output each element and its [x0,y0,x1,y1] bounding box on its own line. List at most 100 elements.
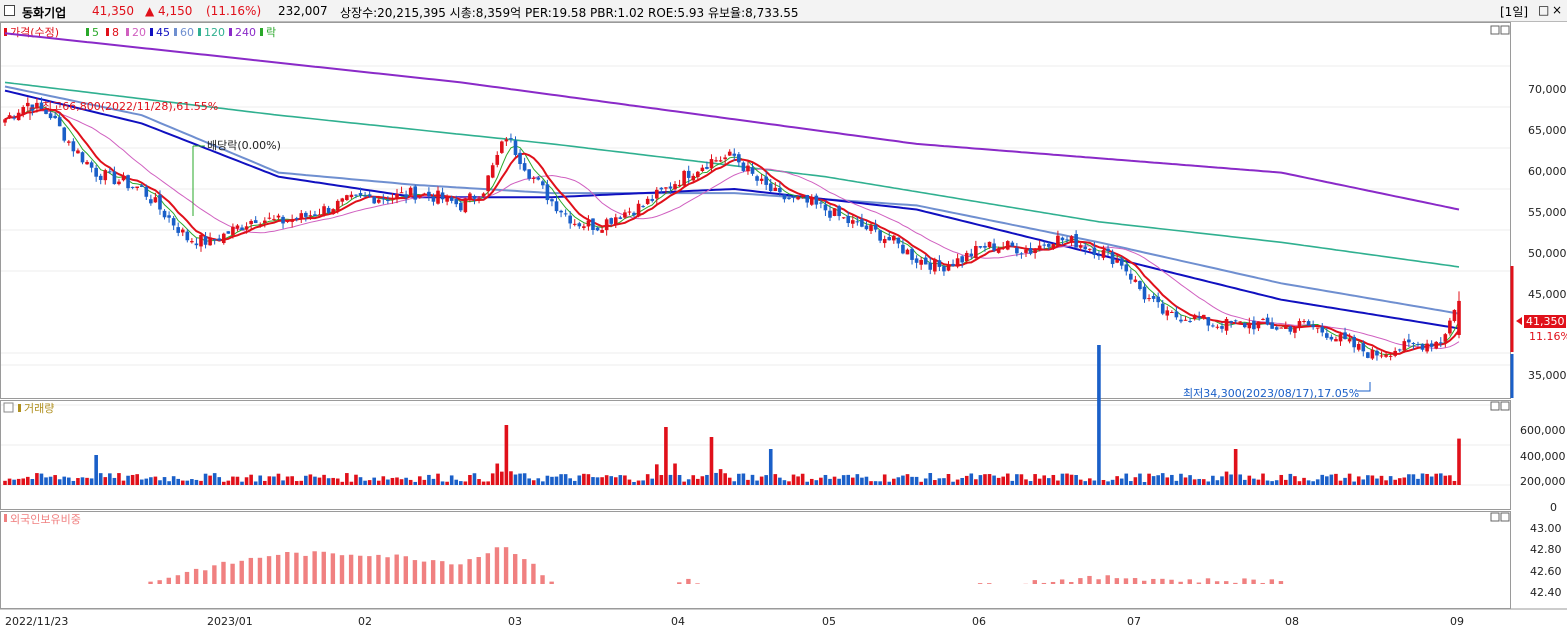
candle-body [417,195,422,198]
volume-bar [399,479,404,485]
candle-body [57,117,62,127]
foreign-bar [1269,579,1275,584]
volume-bar [1101,479,1106,485]
volume-bar [650,478,655,485]
candle-body [1420,343,1425,350]
foreign-bar [476,557,481,584]
volume-bar [600,477,604,485]
volume-bar [727,477,732,485]
candle-body [559,210,563,213]
candle-body [1092,247,1097,256]
period-selector[interactable]: [1일] [1500,5,1529,19]
volume-bar [1179,473,1183,485]
candle-body [1220,326,1224,329]
volume-bar [345,473,349,485]
volume-bar [541,481,545,485]
foreign-bar [485,553,491,584]
volume-bar [276,473,281,485]
candle-body [800,195,805,197]
volume-bar [335,478,340,485]
volume-bar [855,474,860,485]
candle-body [395,193,399,199]
candle-body [490,165,495,178]
select-checkbox[interactable] [4,5,15,16]
volume-bar [1238,474,1243,485]
foreign-bar [467,559,472,584]
volume-bar [3,480,7,485]
volume-bar [1224,471,1229,485]
svg-text:06: 06 [972,615,986,628]
candle-body [1438,342,1443,344]
stock-chart[interactable]: 가격(수정) 5 8 20 45 60 120 240 락 거래량 외국인보유비… [0,22,1567,630]
volume-bar [57,479,62,485]
candle-body [449,197,454,201]
volume-bar [53,475,57,485]
foreign-bar [458,564,463,584]
candle-body [263,220,267,223]
volume-bar [1416,478,1420,485]
legend-ma120: 120 [204,26,225,39]
candle-body [445,195,449,202]
foreign-bar [1242,578,1247,584]
volume-bar [1434,473,1439,485]
volume-bar [1151,476,1156,485]
volume-bar [823,474,828,485]
candle-body [62,127,67,141]
volume-bar [313,476,317,485]
candle-body [951,263,955,267]
candle-body [1101,250,1106,258]
volume-bar [1242,479,1247,485]
svg-text:43.00: 43.00 [1530,522,1562,535]
candle-body [974,245,978,259]
volume-bar [285,476,290,485]
maximize-icon[interactable]: □ [1538,3,1550,17]
volume-bar [1274,480,1279,485]
stock-name[interactable]: 동화기업 [22,6,67,20]
volume-bar [550,476,554,485]
candle-body [636,203,641,217]
volume-bar [869,481,873,485]
foreign-bar [1087,575,1092,584]
volume-bar [750,474,755,485]
close-icon[interactable]: × [1552,3,1563,17]
candle-body [381,198,386,200]
volume-bar [964,475,969,485]
volume-bar [1133,477,1138,485]
candle-body [1133,279,1138,282]
volume-bar [1247,475,1252,485]
foreign-bar [148,581,153,584]
volume-bar [632,481,636,485]
candle-body [481,193,486,197]
candle-body [176,227,181,233]
candle-body [1211,325,1215,327]
volume-bar [180,480,185,485]
volume-bar [21,478,26,485]
volume-y-axis: 600,000 400,000 200,000 0 [1520,424,1566,514]
candle-body [376,199,381,203]
volume-bar [1457,438,1461,485]
panel-buttons[interactable] [1490,25,1510,522]
volume-bar [1233,449,1238,485]
candle-body [755,176,759,181]
volume-bar [914,476,919,485]
candle-body [217,238,222,241]
svg-text:02: 02 [358,615,372,628]
candle-body [609,218,614,224]
volume-bars [3,345,1461,485]
volume-bar [609,476,614,485]
foreign-bar [1141,580,1147,584]
volume-bar [686,479,691,485]
svg-text:60,000: 60,000 [1528,165,1567,178]
candle-body [1001,247,1006,249]
candle-body [1097,255,1101,257]
foreign-bar [1169,579,1174,584]
candle-body [304,212,308,217]
candle-body [901,244,905,254]
foreign-bar [1187,579,1192,584]
volume-bar [1110,479,1115,485]
volume-bar [1083,481,1088,485]
volume-bar [718,469,723,485]
foreign-legend: 외국인보유비중 [4,513,81,526]
candle-body [1452,309,1457,322]
foreign-bar [385,557,390,584]
